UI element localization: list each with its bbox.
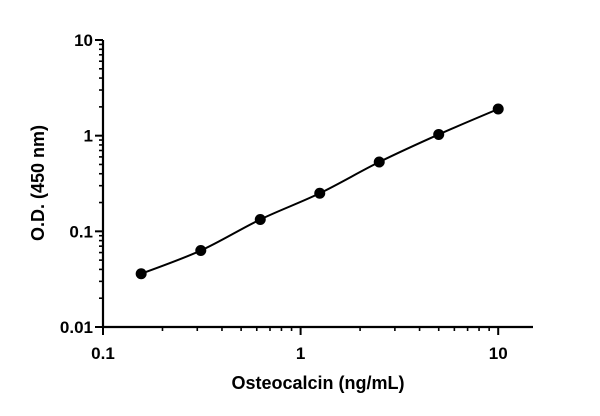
data-point bbox=[314, 187, 326, 199]
y-tick-label: 10 bbox=[74, 31, 93, 50]
plot-area bbox=[135, 103, 504, 280]
axes: 0.01 0.1 1 10 0.1 1 10 bbox=[60, 31, 533, 363]
data-point bbox=[135, 268, 147, 280]
data-point bbox=[373, 156, 385, 168]
x-tick-label: 0.1 bbox=[91, 344, 115, 363]
y-tick-label: 1 bbox=[84, 127, 93, 146]
data-point bbox=[254, 213, 266, 225]
y-tick-label: 0.01 bbox=[60, 318, 93, 337]
data-point bbox=[433, 128, 445, 140]
data-point bbox=[195, 245, 207, 257]
y-tick-label: 0.1 bbox=[69, 222, 93, 241]
data-point bbox=[492, 103, 504, 115]
y-axis-title: O.D. (450 nm) bbox=[28, 125, 48, 241]
x-tick-label: 10 bbox=[489, 344, 508, 363]
x-axis-title: Osteocalcin (ng/mL) bbox=[231, 373, 404, 393]
x-tick-label: 1 bbox=[296, 344, 305, 363]
